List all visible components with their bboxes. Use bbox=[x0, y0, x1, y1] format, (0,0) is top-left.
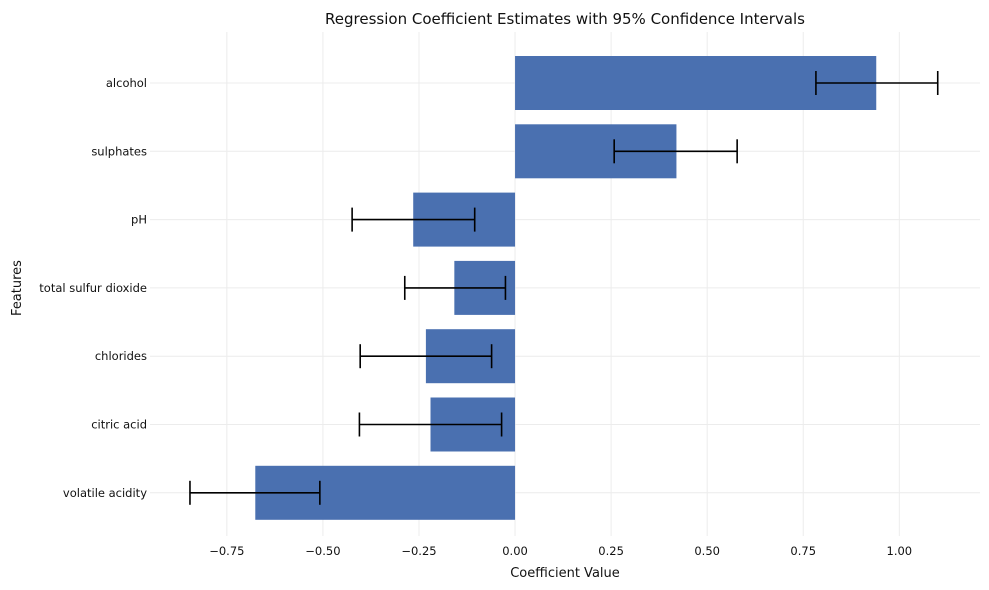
chart-title: Regression Coefficient Estimates with 95… bbox=[325, 10, 805, 28]
error-bar bbox=[359, 344, 493, 369]
y-tick-label: sulphates bbox=[91, 144, 147, 158]
x-tick-label: −0.75 bbox=[209, 544, 244, 558]
x-tick-label: 0.00 bbox=[502, 544, 528, 558]
error-bar bbox=[815, 71, 939, 95]
y-tick-label: volatile acidity bbox=[63, 486, 147, 500]
y-axis-label: Features bbox=[10, 260, 25, 316]
y-tick-label: citric acid bbox=[91, 418, 147, 432]
y-tick-label: alcohol bbox=[106, 76, 147, 90]
x-tick-label: −0.25 bbox=[401, 544, 436, 558]
x-tick-label: 0.75 bbox=[790, 544, 816, 558]
x-axis-label: Coefficient Value bbox=[510, 566, 620, 581]
x-tick-label: 1.00 bbox=[887, 544, 913, 558]
error-bar bbox=[403, 275, 507, 300]
error-bar bbox=[189, 480, 321, 505]
error-bar bbox=[613, 139, 738, 164]
error-bar bbox=[358, 412, 503, 437]
error-bar bbox=[351, 207, 476, 232]
y-tick-labels: alcohol sulphates pH total sulfur dioxide ch… bbox=[39, 76, 147, 500]
x-tick-labels: −0.75 −0.50 −0.25 0.00 0.25 0.50 0.75 1.00 bbox=[209, 544, 912, 558]
error-bar-layer bbox=[189, 71, 939, 505]
y-tick-label: chlorides bbox=[95, 349, 147, 363]
grid-layer bbox=[150, 32, 980, 536]
x-tick-label: 0.50 bbox=[694, 544, 720, 558]
x-tick-label: −0.50 bbox=[305, 544, 340, 558]
x-tick-label: 0.25 bbox=[598, 544, 624, 558]
y-tick-label: pH bbox=[131, 213, 147, 227]
y-tick-label: total sulfur dioxide bbox=[39, 281, 147, 295]
